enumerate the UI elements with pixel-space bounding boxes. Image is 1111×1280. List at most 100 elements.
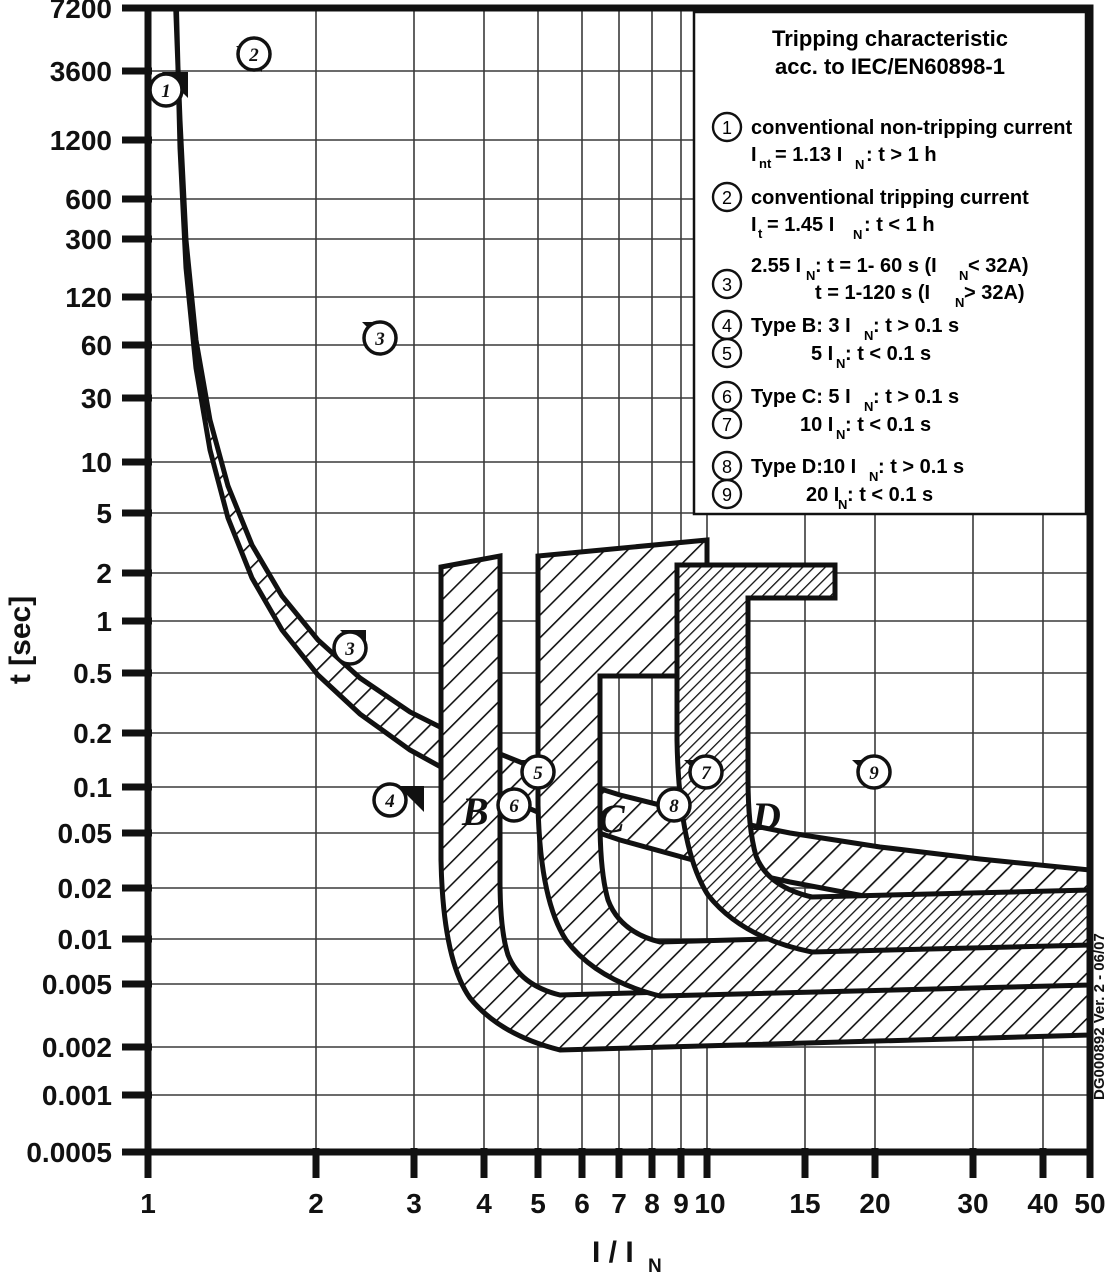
y-tick-label: 0.005: [42, 969, 112, 1000]
y-tick-label: 0.1: [73, 772, 112, 803]
legend-entry-1-l2-pre: I: [751, 144, 757, 166]
y-tick-label: 300: [65, 224, 112, 255]
x-tick-label: 15: [789, 1188, 820, 1219]
marker-6-label: 6: [509, 796, 519, 817]
plot-markers: 1 2 3 3 4 5: [148, 36, 892, 823]
legend-entry-2-l2-sub: t: [758, 226, 763, 241]
legend-entry-2: 2 conventional tripping current I t = 1.…: [711, 181, 1029, 242]
marker-3-upper-label: 3: [374, 329, 385, 350]
legend-entry-3: 3 2.55 I N : t = 1- 60 s (I N < 32A) t =…: [711, 255, 1029, 310]
x-tick-label: 2: [308, 1188, 324, 1219]
marker-9: 9: [852, 754, 892, 790]
legend-entry-6-post: : t > 0.1 s: [873, 386, 959, 408]
legend-entry-1-line2: I nt = 1.13 I N : t > 1 h: [751, 144, 937, 172]
marker-8: 8: [656, 787, 692, 823]
legend-entry-3-l2-sub2: N: [955, 295, 964, 310]
y-tick-label: 0.01: [58, 924, 113, 955]
marker-1-label: 1: [161, 81, 171, 102]
zone-label-d: D: [751, 794, 781, 839]
legend-entry-1-l2-sub2: N: [855, 157, 864, 172]
y-axis-title: t [sec]: [4, 596, 37, 684]
legend-entry-3-line1: 2.55 I N : t = 1- 60 s (I N < 32A): [751, 255, 1029, 283]
x-tick-label: 8: [644, 1188, 660, 1219]
legend-entry-1-l2-sub: nt: [759, 156, 772, 171]
y-tick-label: 0.0005: [26, 1137, 112, 1168]
zone-label-b: B: [461, 789, 489, 834]
marker-5: 5: [516, 754, 556, 790]
x-axis-title-sub: N: [648, 1256, 662, 1277]
x-tick-label: 5: [530, 1188, 546, 1219]
y-tick-label: 0.2: [73, 718, 112, 749]
x-tick-label: 50: [1074, 1188, 1105, 1219]
y-tick-label: 600: [65, 184, 112, 215]
legend-entry-9: 9 20 I N : t < 0.1 s: [711, 478, 933, 512]
legend-entry-5-sub: N: [836, 356, 845, 371]
y-tick-label: 2: [96, 558, 112, 589]
legend-entry-7-post: : t < 0.1 s: [845, 414, 931, 436]
x-tick-label: 10: [694, 1188, 725, 1219]
legend-entry-3-l1-mid: : t = 1- 60 s (I: [815, 255, 937, 277]
legend-entry-1: 1 conventional non-tripping current I nt…: [711, 111, 1072, 172]
legend-entry-7-pre: 10 I: [800, 414, 833, 436]
x-tick-label: 3: [406, 1188, 422, 1219]
legend-entry-2-l2-pre: I: [751, 214, 757, 236]
legend-entry-7-num: 7: [722, 415, 732, 435]
legend-entry-3-l1-post: < 32A): [968, 255, 1029, 277]
tripping-curve-regions: [173, 8, 1090, 1053]
legend-entry-3-num: 3: [722, 275, 732, 295]
legend-entry-6-pre: Type C: 5 I: [751, 386, 851, 408]
legend-entry-5: 5 5 I N : t < 0.1 s: [711, 337, 931, 371]
legend-entry-8-pre: Type D:10 I: [751, 456, 856, 478]
zone-labels: B C D: [461, 789, 781, 841]
legend-entry-8: 8 Type D:10 I N : t > 0.1 s: [711, 450, 964, 484]
legend-entry-4-num: 4: [722, 316, 732, 336]
document-code: DG000892 Ver. 2 - 06/07: [1091, 933, 1108, 1100]
legend-entry-1-num: 1: [722, 118, 732, 138]
y-tick-label: 0.001: [42, 1080, 112, 1111]
marker-7-label: 7: [701, 763, 712, 784]
thermal-band-region: [173, 8, 1090, 928]
y-tick-label: 10: [81, 447, 112, 478]
type-d-region: [674, 562, 1090, 955]
legend-entry-2-line2: I t = 1.45 I N : t < 1 h: [751, 214, 935, 242]
marker-2: 2: [236, 36, 272, 72]
marker-1: 1: [148, 72, 188, 108]
marker-4: 4: [372, 782, 424, 818]
legend-entry-3-l1-sub2: N: [959, 268, 968, 283]
legend-entry-8-num: 8: [722, 457, 732, 477]
legend-entry-5-pre: 5 I: [811, 343, 833, 365]
legend-entry-4: 4 Type B: 3 I N : t > 0.1 s: [711, 309, 959, 343]
legend-entry-2-num: 2: [722, 188, 732, 208]
x-tick-label: 1: [140, 1188, 156, 1219]
zone-label-c: C: [598, 796, 626, 841]
marker-6: 6: [496, 787, 532, 823]
x-tick-label: 20: [859, 1188, 890, 1219]
legend-entry-9-sub: N: [838, 497, 847, 512]
legend-entry-9-post: : t < 0.1 s: [847, 484, 933, 506]
x-tick-label: 30: [957, 1188, 988, 1219]
legend-entry-3-l1-sub: N: [806, 268, 815, 283]
marker-8-label: 8: [669, 796, 679, 817]
legend-title-line1: Tripping characteristic: [772, 26, 1008, 51]
marker-3-lower: 3: [332, 630, 368, 666]
marker-3-upper: 3: [362, 320, 398, 356]
marker-9-label: 9: [869, 763, 879, 784]
x-tick-label: 6: [574, 1188, 590, 1219]
y-tick-label: 120: [65, 282, 112, 313]
marker-7: 7: [684, 754, 724, 790]
legend-entry-9-pre: 20 I: [806, 484, 839, 506]
legend-entry-5-num: 5: [722, 344, 732, 364]
legend-entry-1-line1: conventional non-tripping current: [751, 117, 1072, 139]
legend-title-line2: acc. to IEC/EN60898-1: [775, 54, 1005, 79]
type-b-region: [438, 552, 1090, 1053]
y-tick-label: 60: [81, 330, 112, 361]
legend-entry-6-num: 6: [722, 387, 732, 407]
legend-entry-2-l2-mid: = 1.45 I: [767, 214, 834, 236]
y-tick-label: 30: [81, 383, 112, 414]
legend-entry-3-l2-post: > 32A): [964, 282, 1025, 304]
x-axis-title-main: I / I: [592, 1236, 634, 1269]
x-tick-label: 7: [611, 1188, 627, 1219]
marker-4-label: 4: [384, 791, 395, 812]
y-tick-label: 1200: [50, 125, 112, 156]
